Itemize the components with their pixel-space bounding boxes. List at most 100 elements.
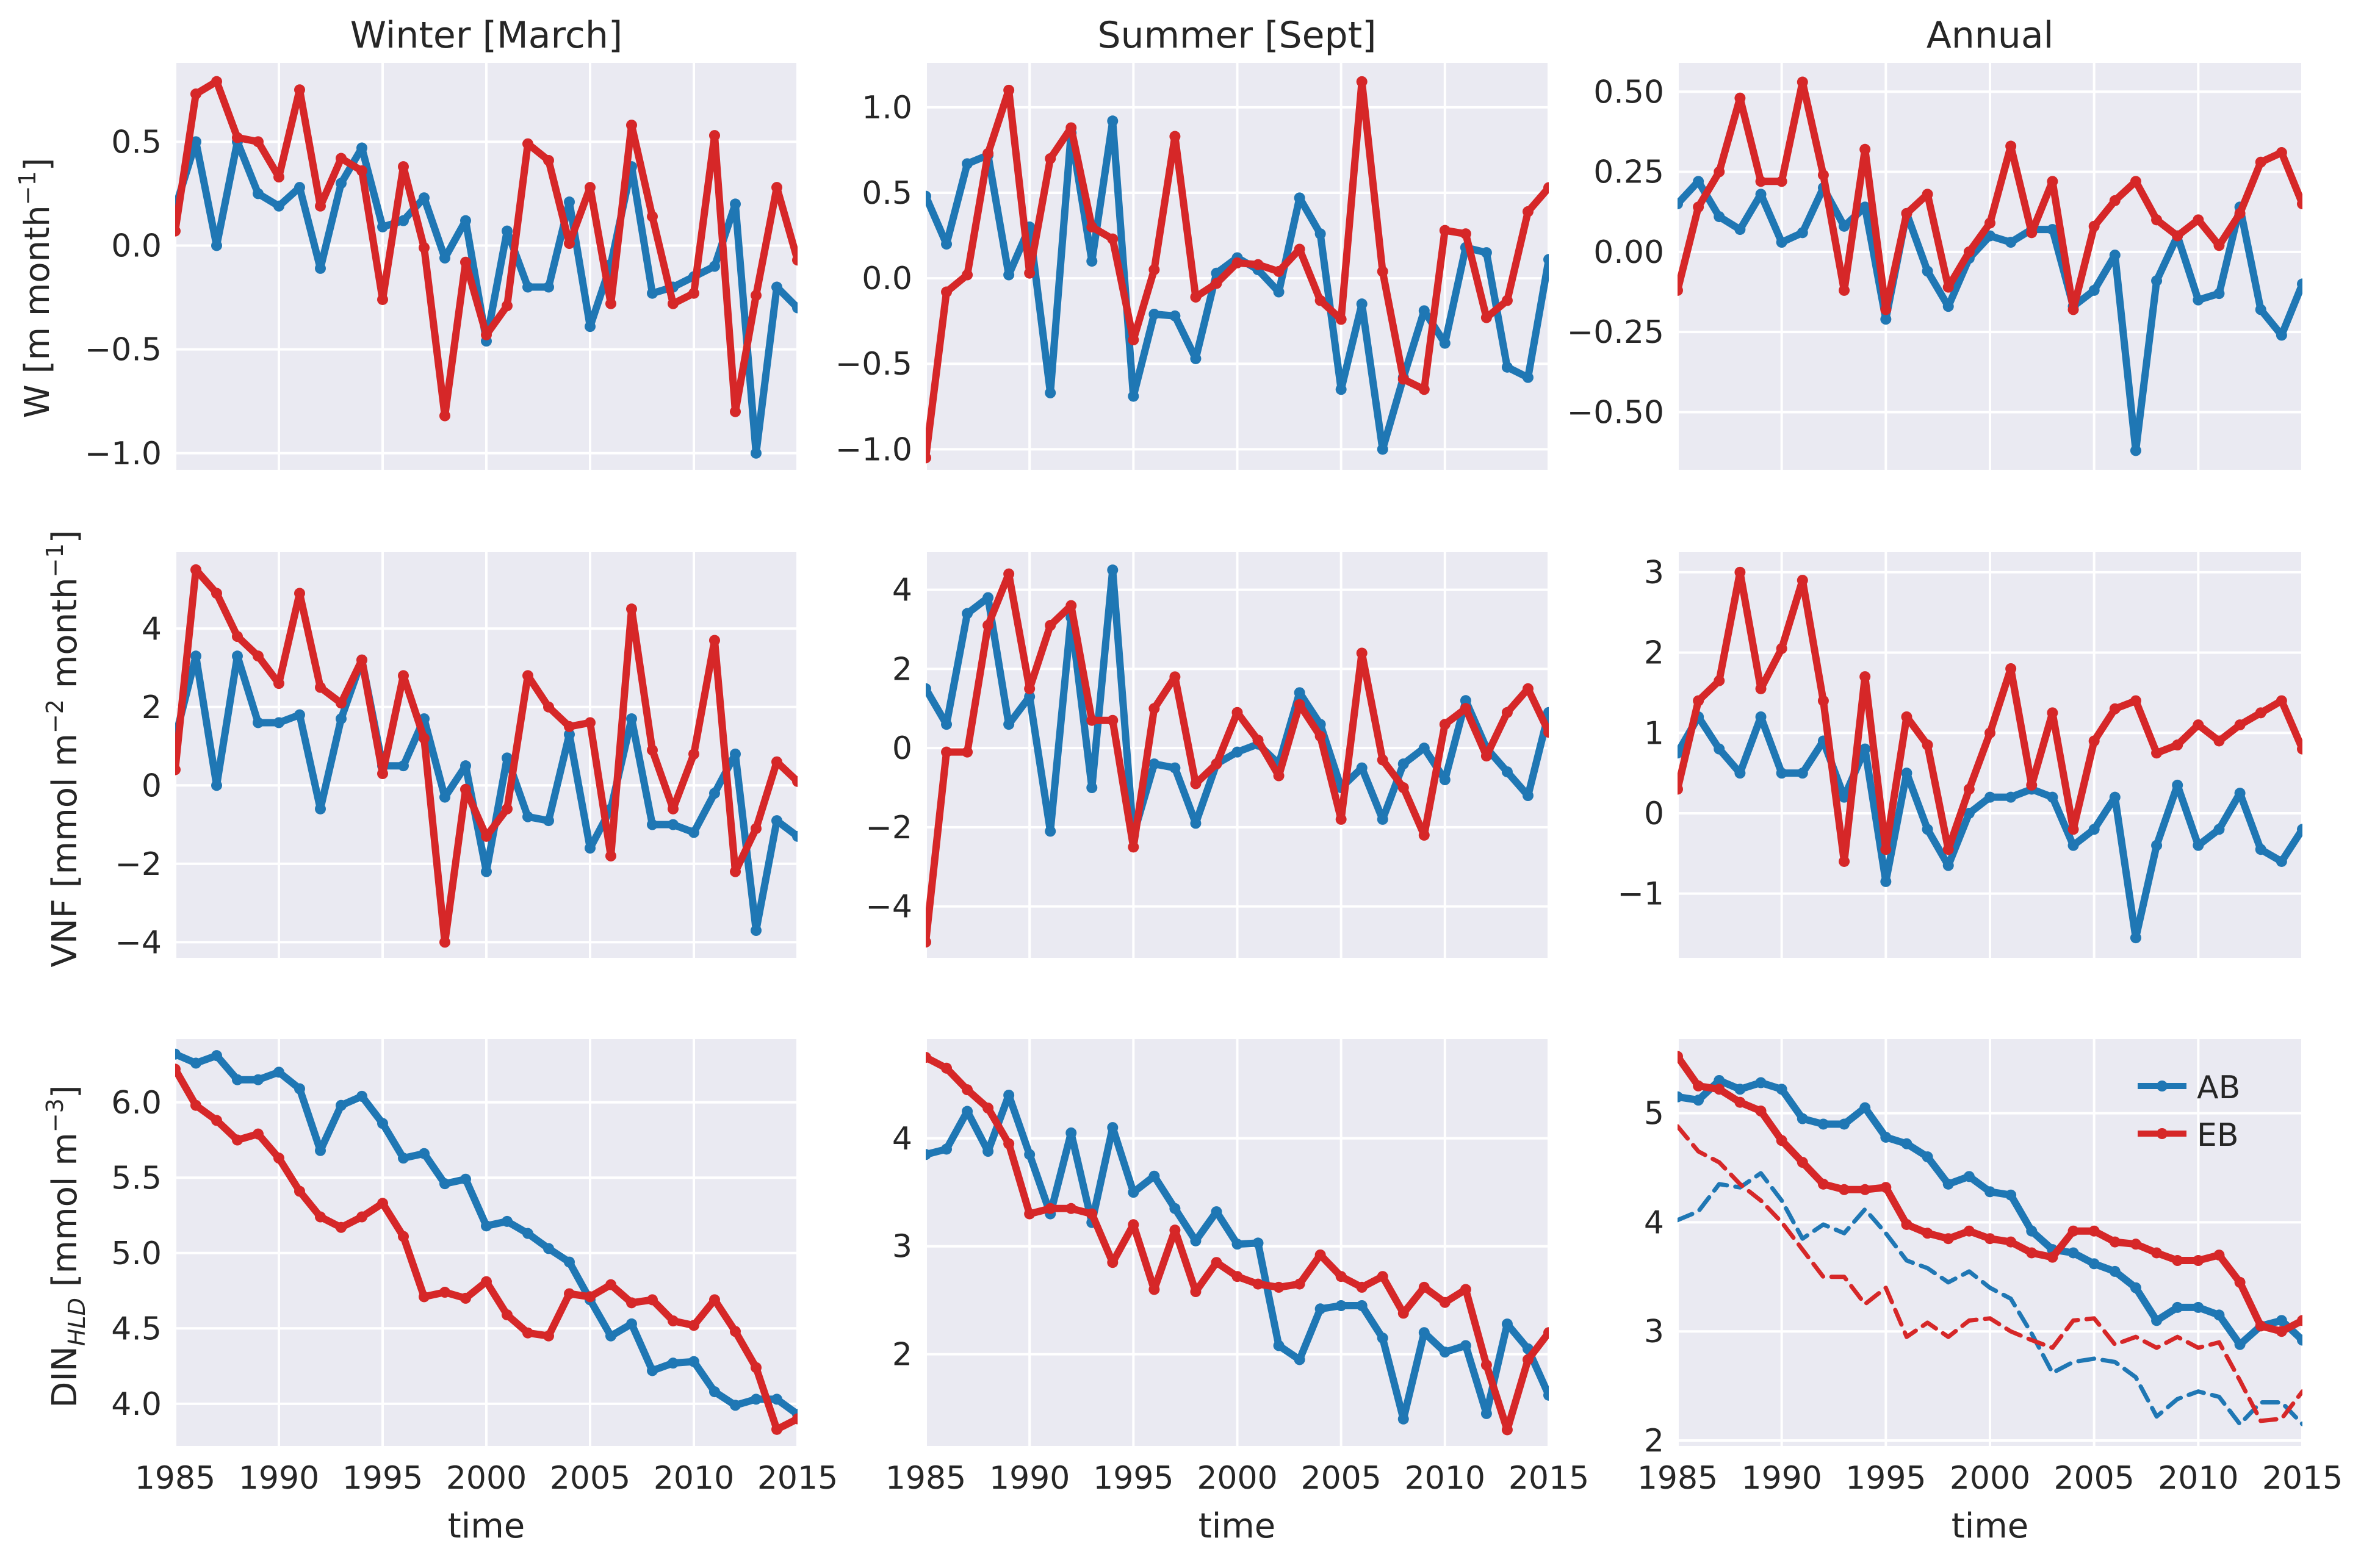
data-point-eb — [1294, 243, 1305, 255]
data-point-eb — [1003, 1138, 1015, 1149]
data-point-ab — [1755, 189, 1767, 200]
y-tick-label: 0.50 — [1593, 74, 1664, 110]
data-point-eb — [1294, 699, 1305, 710]
data-point-eb — [1839, 284, 1850, 296]
data-point-ab — [2005, 791, 2017, 803]
legend-label-eb: EB — [2197, 1117, 2239, 1154]
data-point-eb — [175, 225, 181, 237]
data-point-eb — [709, 635, 720, 646]
data-point-eb — [1859, 143, 1871, 155]
data-point-eb — [2255, 1320, 2266, 1332]
data-point-eb — [1273, 770, 1285, 782]
data-point-eb — [502, 803, 513, 815]
data-point-ab — [771, 1394, 782, 1405]
data-point-ab — [2193, 1301, 2204, 1313]
data-point-ab — [336, 178, 347, 189]
data-point-eb — [1543, 1327, 1549, 1339]
data-point-ab — [211, 1050, 222, 1062]
data-point-ab — [2005, 237, 2017, 248]
data-point-ab — [1797, 1113, 1808, 1124]
data-point-eb — [647, 1294, 658, 1306]
data-point-ab — [1065, 1127, 1077, 1138]
data-point-ab — [2297, 824, 2302, 835]
x-tick-label: 2000 — [1197, 1460, 1277, 1497]
row-ylabel-vnf: VNF [mmol m−2 month−1] — [41, 530, 85, 968]
data-point-ab — [1984, 230, 1995, 242]
data-point-ab — [647, 287, 658, 299]
data-point-eb — [1024, 1208, 1036, 1220]
data-point-ab — [1294, 192, 1305, 204]
data-point-eb — [1045, 1203, 1056, 1214]
data-point-ab — [941, 239, 953, 250]
data-point-eb — [1231, 257, 1243, 268]
data-point-ab — [294, 182, 305, 193]
y-tick-label: 4.5 — [111, 1311, 162, 1347]
data-point-eb — [688, 1320, 699, 1331]
data-point-ab — [2067, 1247, 2079, 1259]
data-point-ab — [1678, 747, 1683, 759]
data-point-ab — [1148, 308, 1160, 320]
data-point-ab — [543, 1243, 554, 1254]
data-point-ab — [1734, 224, 1746, 236]
series-group — [926, 1052, 1549, 1436]
y-tick-label: −4 — [115, 924, 162, 961]
data-point-eb — [1678, 783, 1683, 795]
data-point-eb — [2193, 1255, 2204, 1267]
data-point-eb — [1543, 182, 1549, 193]
data-point-ab — [1734, 1084, 1746, 1095]
data-point-eb — [1045, 153, 1056, 164]
data-point-eb — [1922, 1228, 1933, 1239]
data-point-ab — [1335, 1300, 1347, 1311]
data-point-ab — [2276, 329, 2287, 341]
data-point-eb — [1963, 783, 1975, 795]
data-point-eb — [419, 733, 430, 744]
data-point-eb — [1377, 265, 1388, 277]
data-point-eb — [419, 242, 430, 253]
y-tick-label: 2 — [1644, 635, 1664, 672]
data-point-eb — [336, 153, 347, 164]
data-point-eb — [941, 746, 953, 758]
data-point-ab — [1397, 758, 1409, 770]
data-point-eb — [336, 1221, 347, 1233]
y-tick-label: −0.5 — [85, 332, 162, 369]
data-point-eb — [481, 329, 492, 340]
data-point-ab — [419, 192, 430, 204]
data-point-eb — [1418, 384, 1430, 395]
data-point-eb — [1922, 189, 1933, 200]
data-point-eb — [1714, 166, 1725, 178]
data-point-eb — [2276, 147, 2287, 159]
data-point-ab — [1755, 711, 1767, 722]
data-point-ab — [232, 1074, 243, 1085]
data-point-eb — [1211, 278, 1222, 289]
y-tick-label: 5.0 — [111, 1235, 162, 1272]
data-point-ab — [1356, 762, 1368, 774]
data-point-ab — [2088, 1258, 2100, 1270]
data-point-eb — [1439, 1296, 1451, 1308]
y-tick-label: 5 — [1644, 1096, 1664, 1132]
data-point-ab — [1839, 220, 1850, 232]
data-point-ab — [1397, 1413, 1409, 1425]
data-point-ab — [1460, 695, 1471, 707]
data-point-eb — [1922, 739, 1933, 751]
x-tick-label: 2005 — [550, 1460, 630, 1497]
data-point-ab — [1273, 1340, 1285, 1351]
data-point-ab — [398, 1153, 409, 1164]
data-point-ab — [1839, 1118, 1850, 1130]
data-point-eb — [585, 717, 596, 728]
data-point-eb — [771, 182, 782, 193]
data-point-ab — [1294, 687, 1305, 699]
y-tick-label: 0.5 — [111, 124, 162, 160]
data-point-ab — [2172, 1301, 2183, 1313]
y-tick-label: 4.0 — [111, 1386, 162, 1423]
data-point-ab — [2088, 824, 2100, 835]
data-point-eb — [1543, 727, 1549, 738]
data-point-eb — [1839, 1184, 1850, 1195]
data-point-eb — [1460, 703, 1471, 714]
data-point-eb — [626, 120, 637, 131]
data-point-eb — [2193, 214, 2204, 226]
data-point-eb — [2088, 1225, 2100, 1237]
data-point-ab — [1859, 201, 1871, 213]
data-point-ab — [1501, 1318, 1513, 1330]
data-point-eb — [962, 1084, 973, 1096]
